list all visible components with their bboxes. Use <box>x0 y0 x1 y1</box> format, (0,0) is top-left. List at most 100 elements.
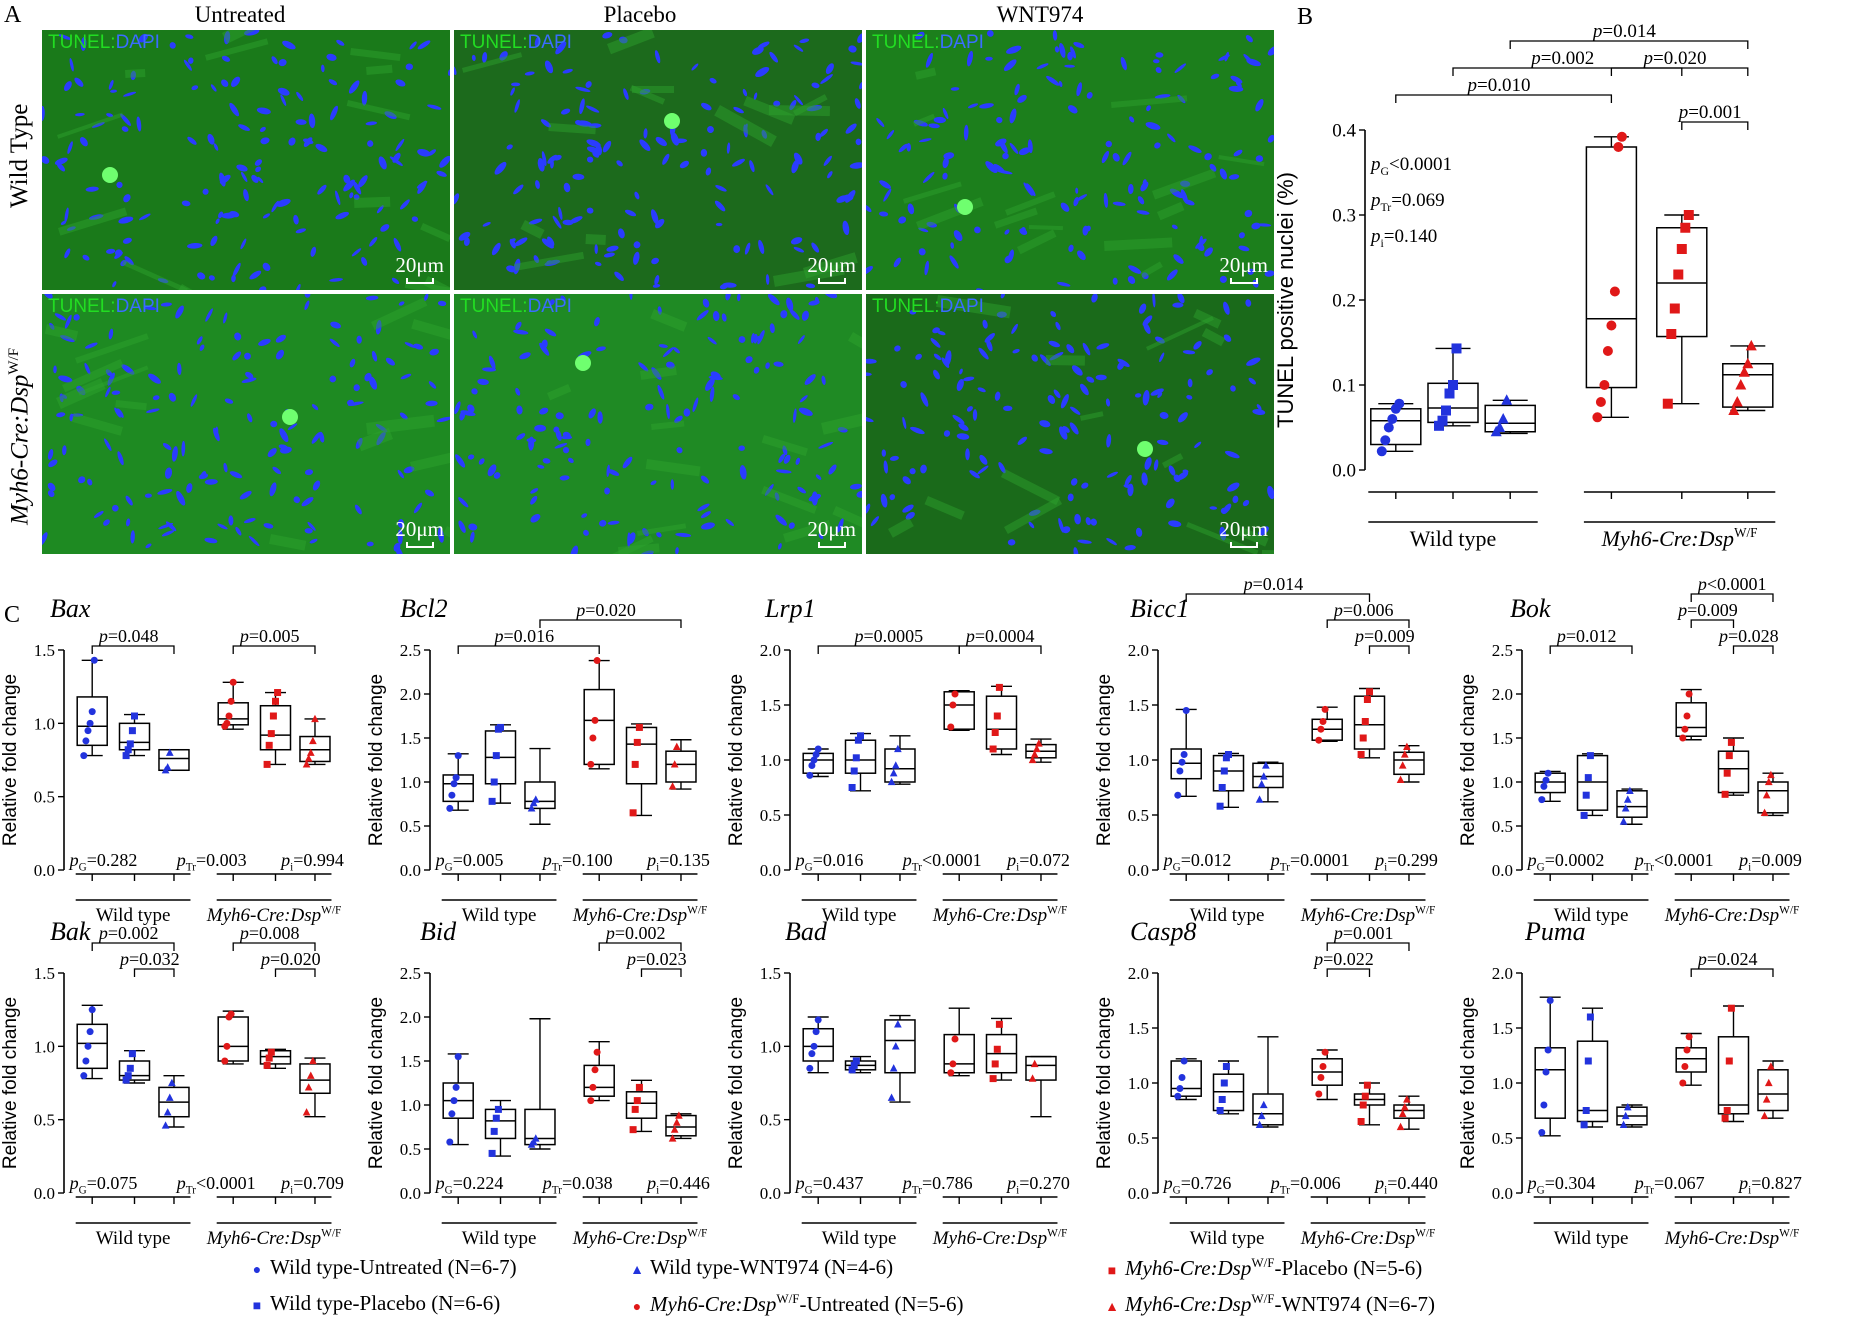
data-point <box>1679 734 1687 742</box>
box-5 <box>299 714 331 768</box>
box-5 <box>1757 770 1789 817</box>
y-tick-label: 1.0 <box>34 1037 55 1056</box>
data-point <box>1315 736 1323 744</box>
p-value-label: pTr=0.067 <box>1633 1173 1705 1197</box>
data-point <box>631 760 639 768</box>
gene-title: Bok <box>1510 594 1551 623</box>
data-point <box>1317 1074 1325 1081</box>
data-point <box>302 1108 311 1116</box>
comparison-bracket <box>1690 593 1774 602</box>
data-point <box>1319 1063 1327 1070</box>
box <box>1576 754 1609 811</box>
box <box>1616 790 1648 818</box>
box-0 <box>1170 1057 1202 1101</box>
comparison-bracket <box>1549 645 1633 654</box>
p-value-label: pi=0.709 <box>279 1173 344 1197</box>
data-point <box>448 791 456 799</box>
data-point <box>668 782 677 790</box>
gene-title: Bax <box>50 594 91 623</box>
data-point <box>1366 688 1373 696</box>
p-value-label: pi=0.009 <box>1737 850 1802 874</box>
data-point <box>850 1061 858 1069</box>
data-point <box>1220 767 1228 775</box>
data-point <box>991 729 999 736</box>
data-point <box>1542 776 1550 784</box>
p-value-label: pTr=0.0001 <box>1269 850 1350 874</box>
legend-item: ● Wild type-Untreated (N=6-7) <box>250 1255 517 1280</box>
data-point <box>1602 346 1613 356</box>
box <box>802 1027 834 1062</box>
legend-item: ▲ Myh6-Cre:DspW/F-WNT974 (N=6-7) <box>1105 1291 1436 1316</box>
group-label: Wild type <box>822 1228 897 1249</box>
box-1 <box>1427 343 1479 431</box>
panel-b-letter: B <box>1297 4 1313 30</box>
data-point <box>1028 1074 1037 1082</box>
group-label: Wild type <box>96 1228 171 1249</box>
y-tick-label: 0.0 <box>34 861 55 880</box>
data-point <box>1580 1121 1588 1129</box>
panel-c-letter: C <box>4 602 20 628</box>
data-point <box>1619 817 1628 825</box>
data-point <box>1218 784 1226 791</box>
box-5 <box>665 1111 697 1142</box>
box <box>583 688 615 766</box>
y-axis-label: Relative fold change <box>0 997 21 1169</box>
y-tick-label: 2.0 <box>400 1008 421 1027</box>
data-point <box>1544 1046 1552 1054</box>
group-label: Wild type <box>1410 526 1497 551</box>
y-tick-label: 1.5 <box>34 964 55 983</box>
y-tick-label: 0.5 <box>34 788 55 807</box>
legend-item: ■ Myh6-Cre:DspW/F-Placebo (N=5-6) <box>1105 1255 1422 1281</box>
data-point <box>1727 738 1735 746</box>
box-2 <box>884 1014 916 1103</box>
micrograph-tile: TUNEL:DAPI 20μm <box>454 30 862 290</box>
scale-bar: 20μm <box>1219 517 1268 548</box>
box <box>943 691 975 730</box>
data-point <box>497 723 504 731</box>
box <box>1353 695 1386 750</box>
data-point <box>1400 1103 1409 1111</box>
box-4 <box>625 1079 658 1134</box>
comparison-bracket <box>457 645 600 654</box>
data-point <box>1582 1107 1590 1114</box>
data-point <box>591 716 599 724</box>
data-point <box>633 738 641 746</box>
data-point <box>1216 802 1224 810</box>
data-point <box>1448 380 1458 390</box>
data-point <box>1380 435 1391 446</box>
comparison-bracket <box>232 942 316 951</box>
comparison-bracket <box>1690 619 1735 628</box>
gene-title: Lrp1 <box>764 594 816 623</box>
group-label: Myh6-Cre:DspW/F <box>1601 525 1758 551</box>
y-tick-label: 0.5 <box>400 1140 421 1159</box>
data-point <box>1178 1074 1186 1081</box>
y-tick-label: 1.5 <box>1128 1019 1149 1038</box>
data-point <box>894 1020 902 1028</box>
box-1 <box>1212 1060 1245 1115</box>
scale-bar: 20μm <box>807 253 856 284</box>
data-point <box>1030 750 1039 758</box>
data-point <box>1383 422 1394 433</box>
legend-item: ● Myh6-Cre:DspW/F-Untreated (N=5-6) <box>630 1291 964 1317</box>
data-point <box>1725 752 1733 760</box>
p-value-label: pi=0.827 <box>1737 1173 1802 1197</box>
box <box>76 696 108 747</box>
data-point <box>629 809 637 817</box>
micrograph-tile: TUNEL:DAPI 20μm <box>42 294 450 554</box>
data-point <box>1028 755 1037 764</box>
box-3 <box>1675 688 1707 742</box>
box <box>844 739 877 774</box>
data-point <box>1586 1013 1594 1021</box>
p-value-label: pG<0.0001 <box>1369 154 1452 178</box>
data-point <box>991 1060 999 1068</box>
data-point <box>450 780 458 788</box>
data-point <box>124 1072 132 1080</box>
comparison-bracket <box>598 942 682 951</box>
box <box>1534 772 1566 794</box>
box <box>1484 404 1536 433</box>
data-point <box>633 1097 641 1105</box>
box <box>884 748 916 783</box>
data-point <box>1609 286 1620 297</box>
y-axis-label: Relative fold change <box>1458 674 1479 846</box>
box-4 <box>259 1048 292 1070</box>
